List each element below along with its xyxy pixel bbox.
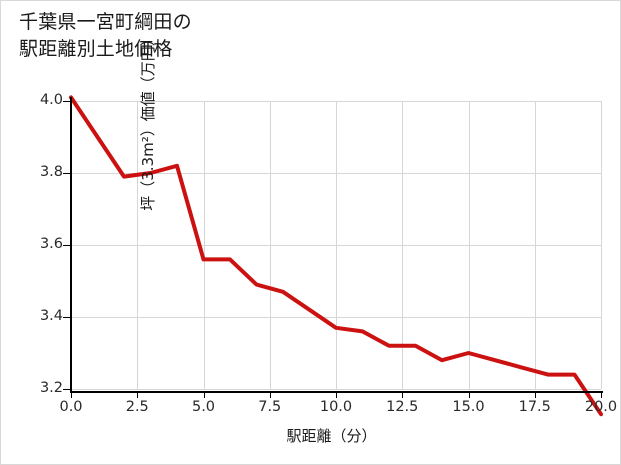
- gridline-x-7.5: [269, 101, 271, 389]
- x-tick-mark: [468, 393, 470, 398]
- y-tick-mark: [63, 173, 71, 174]
- x-tick-mark: [601, 393, 602, 398]
- gridline-x-17.5: [534, 101, 536, 389]
- gridline-x-15.0: [468, 101, 470, 389]
- y-tick-label: 3.6: [39, 236, 63, 252]
- y-tick-label: 3.2: [39, 380, 63, 396]
- y-tick-mark: [63, 101, 71, 102]
- y-tick-mark: [63, 245, 71, 246]
- series-line-chart: [69, 95, 603, 417]
- x-tick-mark: [203, 393, 205, 398]
- plot-area: [69, 95, 603, 417]
- x-tick-label: 17.5: [518, 399, 551, 415]
- y-tick-label-wrap: 3.2: [1, 380, 63, 398]
- x-tick-label: 7.5: [258, 399, 282, 415]
- x-axis-line: [70, 391, 603, 393]
- x-tick-mark: [336, 393, 337, 398]
- y-tick-label: 3.8: [39, 164, 63, 180]
- gridline-x-10.0: [336, 101, 337, 389]
- gridline-x-20.0: [601, 101, 602, 389]
- y-tick-mark: [63, 389, 71, 390]
- x-tick-label: 12.5: [386, 399, 419, 415]
- y-tick-mark: [63, 317, 71, 318]
- x-tick-mark: [534, 393, 536, 398]
- x-tick-label: 5.0: [191, 399, 216, 415]
- y-axis-line: [70, 97, 72, 393]
- x-tick-label: 10.0: [319, 399, 353, 415]
- series-line-koutanka: [69, 95, 603, 417]
- x-tick-mark: [402, 393, 404, 398]
- gridline-x-5.0: [203, 101, 205, 389]
- chart-title: 千葉県一宮町綱田の 駅距離別土地価格: [19, 11, 192, 60]
- y-tick-label: 3.4: [39, 308, 63, 324]
- y-tick-label-wrap: 3.6: [1, 236, 63, 254]
- y-tick-label-wrap: 4.0: [1, 92, 63, 110]
- x-tick-label: 0.0: [59, 399, 83, 415]
- x-tick-mark: [137, 393, 139, 398]
- y-tick-label-wrap: 3.8: [1, 164, 63, 182]
- gridline-y-3.2: [71, 389, 601, 390]
- x-tick-mark: [71, 393, 72, 398]
- y-axis-title: 坪（3.3m²）価値（万円）: [1, 1, 157, 210]
- x-tick-label: 15.0: [452, 399, 485, 415]
- x-axis-title: 駅距離（分）: [286, 427, 377, 445]
- gridline-x-12.5: [402, 101, 404, 389]
- x-tick-label: 2.5: [125, 399, 149, 415]
- gridline-x-2.5: [137, 101, 139, 389]
- x-tick-mark: [269, 393, 271, 398]
- y-tick-label: 4.0: [39, 92, 63, 108]
- y-axis-title-text: 坪（3.3m²）価値（万円）: [139, 31, 157, 211]
- x-tick-label: 20.0: [584, 399, 618, 415]
- y-tick-label-wrap: 3.4: [1, 308, 63, 326]
